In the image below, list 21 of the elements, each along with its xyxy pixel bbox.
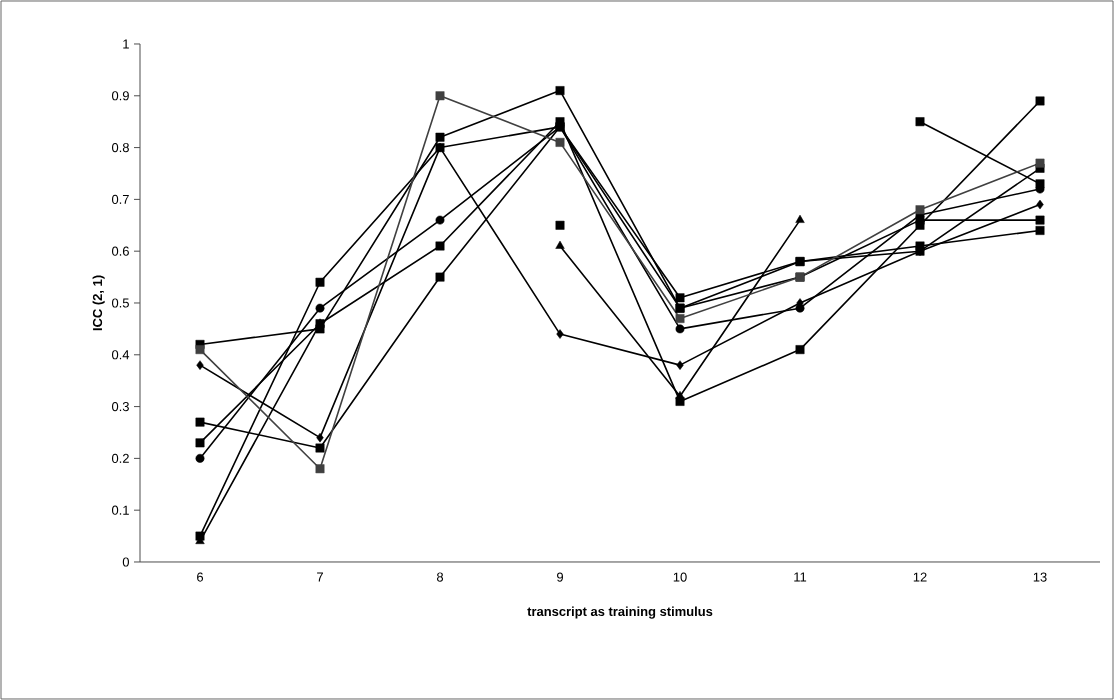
- y-tick-label: 0.4: [111, 350, 130, 360]
- y-axis-title: ICC (2, 1): [92, 275, 105, 331]
- x-tick-label: 12: [913, 572, 927, 582]
- x-tick-label: 10: [673, 572, 687, 582]
- x-tick-label: 6: [197, 572, 204, 582]
- y-tick-label: 1: [123, 39, 129, 49]
- x-tick-label: 11: [794, 572, 807, 582]
- y-tick-label: 0: [122, 557, 129, 567]
- y-tick-label: 0.7: [111, 194, 129, 204]
- y-tick-label: 0.6: [111, 246, 129, 256]
- y-tick-label: 0.1: [111, 505, 129, 515]
- y-tick-label: 0.5: [111, 298, 129, 308]
- y-tick-label: 0.9: [111, 91, 129, 101]
- x-tick-label: 13: [1033, 572, 1047, 582]
- x-tick-label: 7: [317, 572, 323, 582]
- x-tick-label: 8: [436, 572, 444, 582]
- x-axis-title: transcript as training stimulus: [527, 606, 713, 619]
- y-tick-label: 0.8: [111, 142, 129, 153]
- y-tick-label: 0.3: [111, 402, 129, 412]
- y-tick-label: 0.2: [111, 453, 129, 463]
- x-tick-label: 9: [557, 572, 563, 582]
